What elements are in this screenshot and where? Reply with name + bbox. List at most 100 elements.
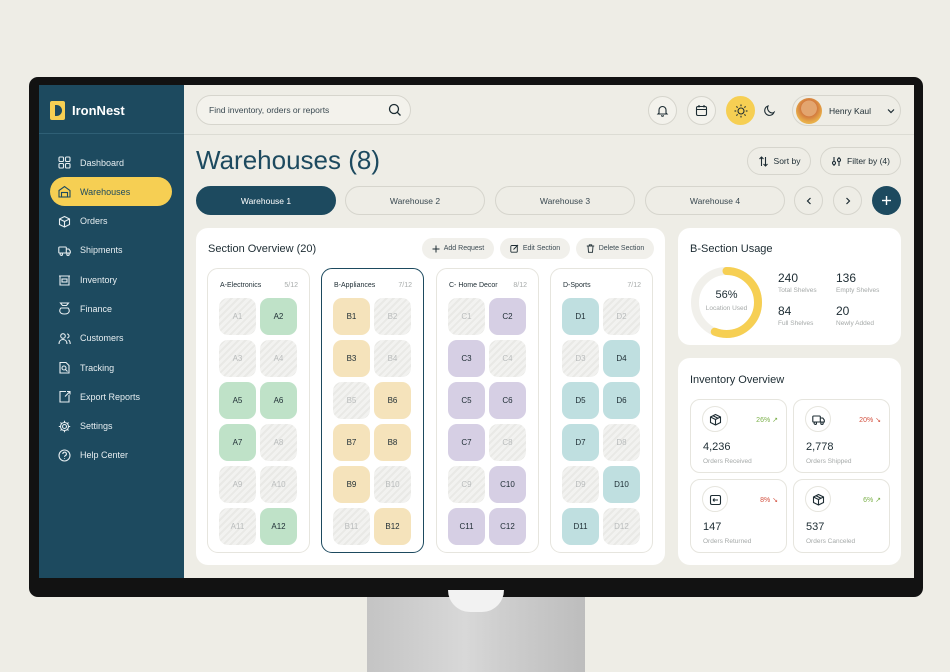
stat-value: 84 [778,304,792,318]
slot-empty[interactable]: B11 [333,508,370,545]
slot-empty[interactable]: A8 [260,424,297,461]
sidebar-item-warehouses[interactable]: Warehouses [50,177,172,207]
slot-filled[interactable]: D11 [562,508,599,545]
sidebar-item-customers[interactable]: Customers [50,324,172,353]
topbar: Find inventory, orders or reports Henry … [184,85,914,135]
section-count: 5/12 [284,282,298,289]
slot-filled[interactable]: C2 [489,298,526,335]
slot-filled[interactable]: B7 [333,424,370,461]
trash-icon [586,244,594,253]
slot-empty[interactable]: A9 [219,466,256,503]
tab-warehouse-3[interactable]: Warehouse 3 [495,186,635,215]
slot-filled[interactable]: D7 [562,424,599,461]
search-input[interactable]: Find inventory, orders or reports [196,95,411,125]
slot-filled[interactable]: C10 [489,466,526,503]
slot-empty[interactable]: A11 [219,508,256,545]
slot-filled[interactable]: D5 [562,382,599,419]
slot-filled[interactable]: C3 [448,340,485,377]
sidebar-item-finance[interactable]: Finance [50,294,172,323]
slot-filled[interactable]: A7 [219,424,256,461]
inventory-tile-orders-canceled[interactable]: 6% ↗ 537 Orders Canceled [793,479,890,553]
slot-filled[interactable]: D10 [603,466,640,503]
slot-empty[interactable]: C8 [489,424,526,461]
sidebar-item-settings[interactable]: Settings [50,412,172,441]
section-column[interactable]: B-Appliances 7/12 B1 B2 B3 B4 B5 B6 B7 B8 B9 B10 B11… [321,268,424,553]
slot-empty[interactable]: D2 [603,298,640,335]
dark-mode-toggle[interactable] [755,96,784,125]
inventory-tile-orders-shipped[interactable]: 20% ↘ 2,778 Orders Shipped [793,399,890,473]
usage-donut-chart [691,267,762,338]
edit-section-button[interactable]: Edit Section [500,238,570,259]
slot-empty[interactable]: C9 [448,466,485,503]
slot-filled[interactable]: D6 [603,382,640,419]
slot-empty[interactable]: D9 [562,466,599,503]
add-warehouse-button[interactable] [872,186,901,215]
slot-empty[interactable]: A10 [260,466,297,503]
slot-empty[interactable]: D12 [603,508,640,545]
sidebar-item-tracking[interactable]: Tracking [50,353,172,382]
slot-filled[interactable]: B6 [374,382,411,419]
sidebar-item-export-reports[interactable]: Export Reports [50,382,172,411]
tabs-next-button[interactable] [833,186,862,215]
slot-filled[interactable]: A12 [260,508,297,545]
inventory-tile-orders-received[interactable]: 26% ↗ 4,236 Orders Received [690,399,787,473]
section-column[interactable]: A-Electronics 5/12 A1 A2 A3 A4 A5 A6 A7 A8 A9 A10 A1… [207,268,310,553]
light-mode-toggle[interactable] [726,96,755,125]
slot-filled[interactable]: A2 [260,298,297,335]
slot-empty[interactable]: B2 [374,298,411,335]
slot-empty[interactable]: D8 [603,424,640,461]
slot-empty[interactable]: A3 [219,340,256,377]
slot-empty[interactable]: C1 [448,298,485,335]
tab-warehouse-1[interactable]: Warehouse 1 [196,186,336,215]
slot-filled[interactable]: D4 [603,340,640,377]
sort-button[interactable]: Sort by [747,147,811,175]
section-column[interactable]: C- Home Decor 8/12 C1 C2 C3 C4 C5 C6 C7 C8 C9 C10 C1… [436,268,539,553]
sidebar-item-orders[interactable]: Orders [50,207,172,236]
sidebar-item-inventory[interactable]: Inventory [50,265,172,294]
filter-button[interactable]: Filter by (4) [820,147,901,175]
slot-empty[interactable]: A1 [219,298,256,335]
bell-icon [656,105,669,117]
tile-trend: 20% ↘ [859,417,881,424]
slot-filled[interactable]: B3 [333,340,370,377]
logo[interactable]: IronNest [50,100,125,120]
tab-warehouse-4[interactable]: Warehouse 4 [645,186,785,215]
sidebar-item-label: Warehouses [80,186,131,197]
stat-label: Total Shelves [778,287,817,294]
user-menu[interactable]: Henry Kaul [792,95,901,126]
slot-filled[interactable]: B1 [333,298,370,335]
slot-filled[interactable]: D1 [562,298,599,335]
slot-filled[interactable]: C11 [448,508,485,545]
section-column[interactable]: D-Sports 7/12 D1 D2 D3 D4 D5 D6 D7 D8 D9 D10 D11 D12 [550,268,653,553]
slot-empty[interactable]: B4 [374,340,411,377]
slot-filled[interactable]: C5 [448,382,485,419]
sidebar-item-shipments[interactable]: Shipments [50,236,172,265]
delete-section-button[interactable]: Delete Section [576,238,654,259]
tab-warehouse-2[interactable]: Warehouse 2 [345,186,485,215]
slot-filled[interactable]: C6 [489,382,526,419]
chevron-left-icon [806,197,811,204]
usage-percent-label: Location Used [705,305,748,312]
slot-filled[interactable]: C7 [448,424,485,461]
slot-filled[interactable]: B12 [374,508,411,545]
slot-empty[interactable]: B5 [333,382,370,419]
inventory-tile-orders-returned[interactable]: 8% ↘ 147 Orders Returned [690,479,787,553]
sidebar-item-label: Orders [80,216,108,227]
slot-empty[interactable]: C4 [489,340,526,377]
tile-label: Orders Received [703,458,752,465]
sidebar-item-dashboard[interactable]: Dashboard [50,148,172,177]
slot-filled[interactable]: A5 [219,382,256,419]
slot-empty[interactable]: B10 [374,466,411,503]
slot-filled[interactable]: A6 [260,382,297,419]
slot-filled[interactable]: B8 [374,424,411,461]
slot-filled[interactable]: C12 [489,508,526,545]
slot-empty[interactable]: A4 [260,340,297,377]
notifications-button[interactable] [648,96,677,125]
add-request-button[interactable]: Add Request [422,238,494,259]
calendar-button[interactable] [687,96,716,125]
sidebar-item-help-center[interactable]: Help Center [50,441,172,470]
tabs-prev-button[interactable] [794,186,823,215]
slot-grid: A1 A2 A3 A4 A5 A6 A7 A8 A9 A10 A11 A12 [219,298,299,545]
slot-filled[interactable]: B9 [333,466,370,503]
slot-empty[interactable]: D3 [562,340,599,377]
